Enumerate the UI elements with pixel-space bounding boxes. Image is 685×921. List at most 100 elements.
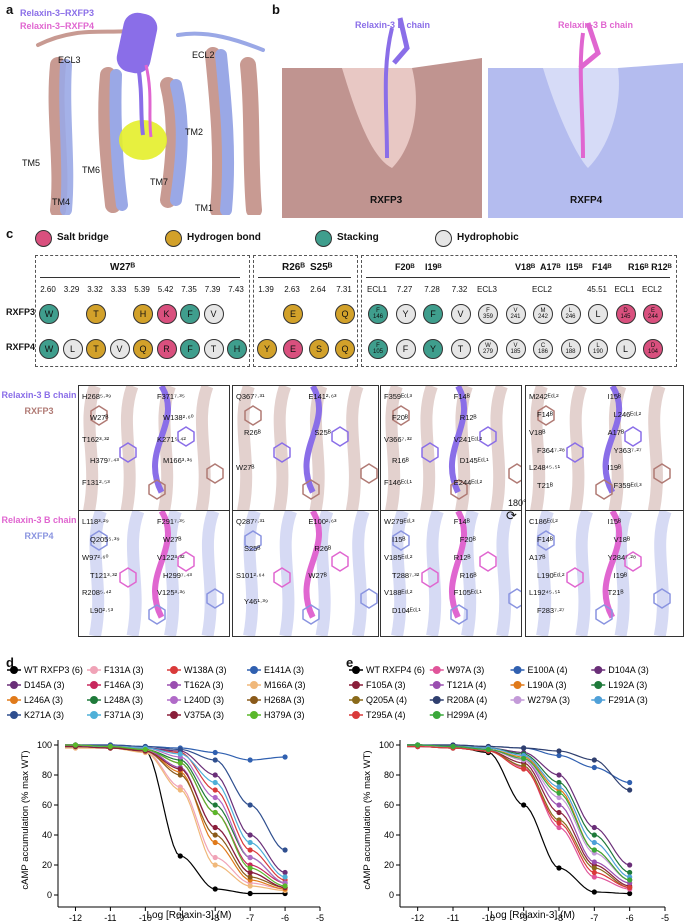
residue-label: F14ᴮ: [453, 517, 470, 526]
residue-sidechain: [177, 426, 195, 447]
legend-label: L240D (3): [184, 695, 224, 705]
residue-sidechain: [624, 551, 642, 572]
residue-label: F371⁷·³⁵: [157, 392, 185, 401]
residue-sidechain: [360, 588, 378, 609]
receptor-helix: [647, 386, 666, 511]
receptor-helix: [385, 386, 403, 511]
y-axis-label: cAMP accumulation (% max WT): [20, 750, 31, 889]
y-tick-label: 80: [384, 770, 394, 780]
data-point: [556, 809, 562, 816]
data-point: [212, 794, 218, 801]
data-point: [212, 839, 218, 846]
data-point: [212, 854, 218, 861]
residue-sidechain: [450, 604, 468, 625]
residue-label: R12ᴮ: [459, 413, 477, 423]
residue-sidechain: [331, 551, 349, 572]
y-tick-label: 100: [37, 740, 52, 750]
residue-label: I19ᴮ: [607, 463, 622, 473]
residue-label: S25ᴮ: [314, 427, 331, 437]
residue-label: W27ᴮ: [163, 534, 182, 544]
y-tick-label: 60: [384, 800, 394, 810]
structure-art-s3_top: [385, 386, 521, 511]
x-tick-label: -5: [661, 913, 669, 921]
residue-label: Y284⁷·²⁸: [607, 552, 637, 562]
structure-box-s2_bot: Q287⁷·³¹ E100²·⁶³ S25ᴮ R26ᴮ S101²·⁶⁴ W27ᴮ Y46¹…: [232, 510, 379, 637]
legend-label: M166A (3): [264, 680, 306, 690]
data-point: [591, 757, 597, 763]
data-point: [415, 742, 421, 748]
receptor-helix: [279, 511, 297, 636]
data-point: [591, 764, 597, 771]
legend-label: L192A (3): [608, 680, 647, 690]
residue-label: M242ᴱᶜᴸ²: [529, 392, 559, 401]
legend-label: E141A (3): [264, 665, 304, 675]
panel-a-legend-rxfp4: Relaxin-3–RXFP4: [20, 21, 95, 31]
residue-sidechain: [302, 479, 320, 500]
y-tick-label: 60: [42, 800, 52, 810]
data-point: [177, 772, 183, 778]
data-point: [107, 743, 113, 750]
residue-sidechain: [566, 442, 584, 463]
data-point: [177, 746, 183, 753]
data-point: [591, 865, 597, 871]
curve-e100a: [407, 744, 630, 784]
x-tick-label: -10: [482, 913, 495, 921]
residue-label: F359ᴱᶜᴸ³: [613, 481, 642, 491]
data-point: [521, 766, 527, 772]
x-tick-label: -11: [104, 913, 116, 921]
x-tick-label: -10: [139, 913, 152, 921]
residue-label: R16ᴮ: [459, 570, 477, 580]
legend-label: F371A (3): [104, 710, 144, 720]
residue-sidechain: [177, 551, 195, 572]
structure-box-s2_top: Q367⁷·³¹ E141²·⁶³ R26ᴮ S25ᴮ W27ᴮ: [232, 385, 379, 512]
legend-label: F291A (3): [608, 695, 648, 705]
residue-sidechain: [624, 426, 642, 447]
receptor-helix: [614, 511, 633, 636]
x-tick-label: -6: [281, 913, 289, 921]
residue-sidechain: [148, 479, 166, 500]
x-tick-label: -7: [590, 913, 598, 921]
data-point: [247, 874, 253, 880]
residue-label: T121³·³²: [90, 570, 118, 580]
panel-a-label: a: [6, 2, 14, 17]
receptor-helix: [89, 511, 107, 636]
data-point: [556, 748, 562, 754]
rotate-label: 180°: [508, 498, 527, 508]
legend-label: K271A (3): [24, 710, 64, 720]
label-tm5: TM5: [22, 158, 40, 168]
x-tick-label: -12: [411, 913, 424, 921]
residue-label: L192⁴⁵·⁵¹: [529, 588, 561, 598]
legend-label: F131A (3): [104, 665, 144, 675]
data-point: [247, 883, 253, 889]
data-point: [591, 889, 597, 895]
residue-label: Q287⁷·³¹: [236, 517, 265, 526]
receptor-helix: [530, 386, 548, 511]
legend-label: W279A (3): [528, 695, 571, 705]
data-point: [556, 865, 562, 871]
data-point: [591, 832, 597, 838]
data-point: [556, 824, 562, 831]
residue-sidechain: [206, 588, 224, 609]
legend-label: W97A (3): [447, 665, 485, 675]
residue-sidechain: [90, 530, 108, 551]
residue-label: H268⁵·³⁹: [82, 392, 112, 401]
data-point: [72, 742, 79, 748]
residue-sidechain: [331, 426, 349, 447]
residue-label: F291⁷·³⁵: [157, 517, 185, 526]
residue-label: M166³·³⁶: [163, 456, 193, 466]
residue-label: D145ᴱᶜᴸ¹: [459, 456, 489, 466]
residue-label: F283⁷·²⁷: [537, 606, 565, 616]
structure-box-s1_bot: L118³·²⁹ F291⁷·³⁵ Q205⁵·³⁹ W27ᴮ W97²·⁶⁰ V122³…: [78, 510, 230, 637]
residue-label: Y363⁷·²⁷: [613, 445, 642, 455]
receptor-helix: [575, 511, 593, 636]
residue-label: H379⁷·⁴³: [90, 456, 119, 466]
y-tick-label: 20: [384, 860, 394, 870]
data-point: [177, 787, 183, 793]
ligand-chain: [449, 511, 467, 619]
label-tm7: TM7: [150, 177, 168, 187]
legend-label: L248A (3): [104, 695, 143, 705]
receptor-helix: [201, 511, 220, 636]
legend-label: E100A (4): [528, 665, 568, 675]
residue-label: Q367⁷·³¹: [236, 392, 265, 401]
residue-label: F364⁷·²⁸: [537, 445, 565, 455]
